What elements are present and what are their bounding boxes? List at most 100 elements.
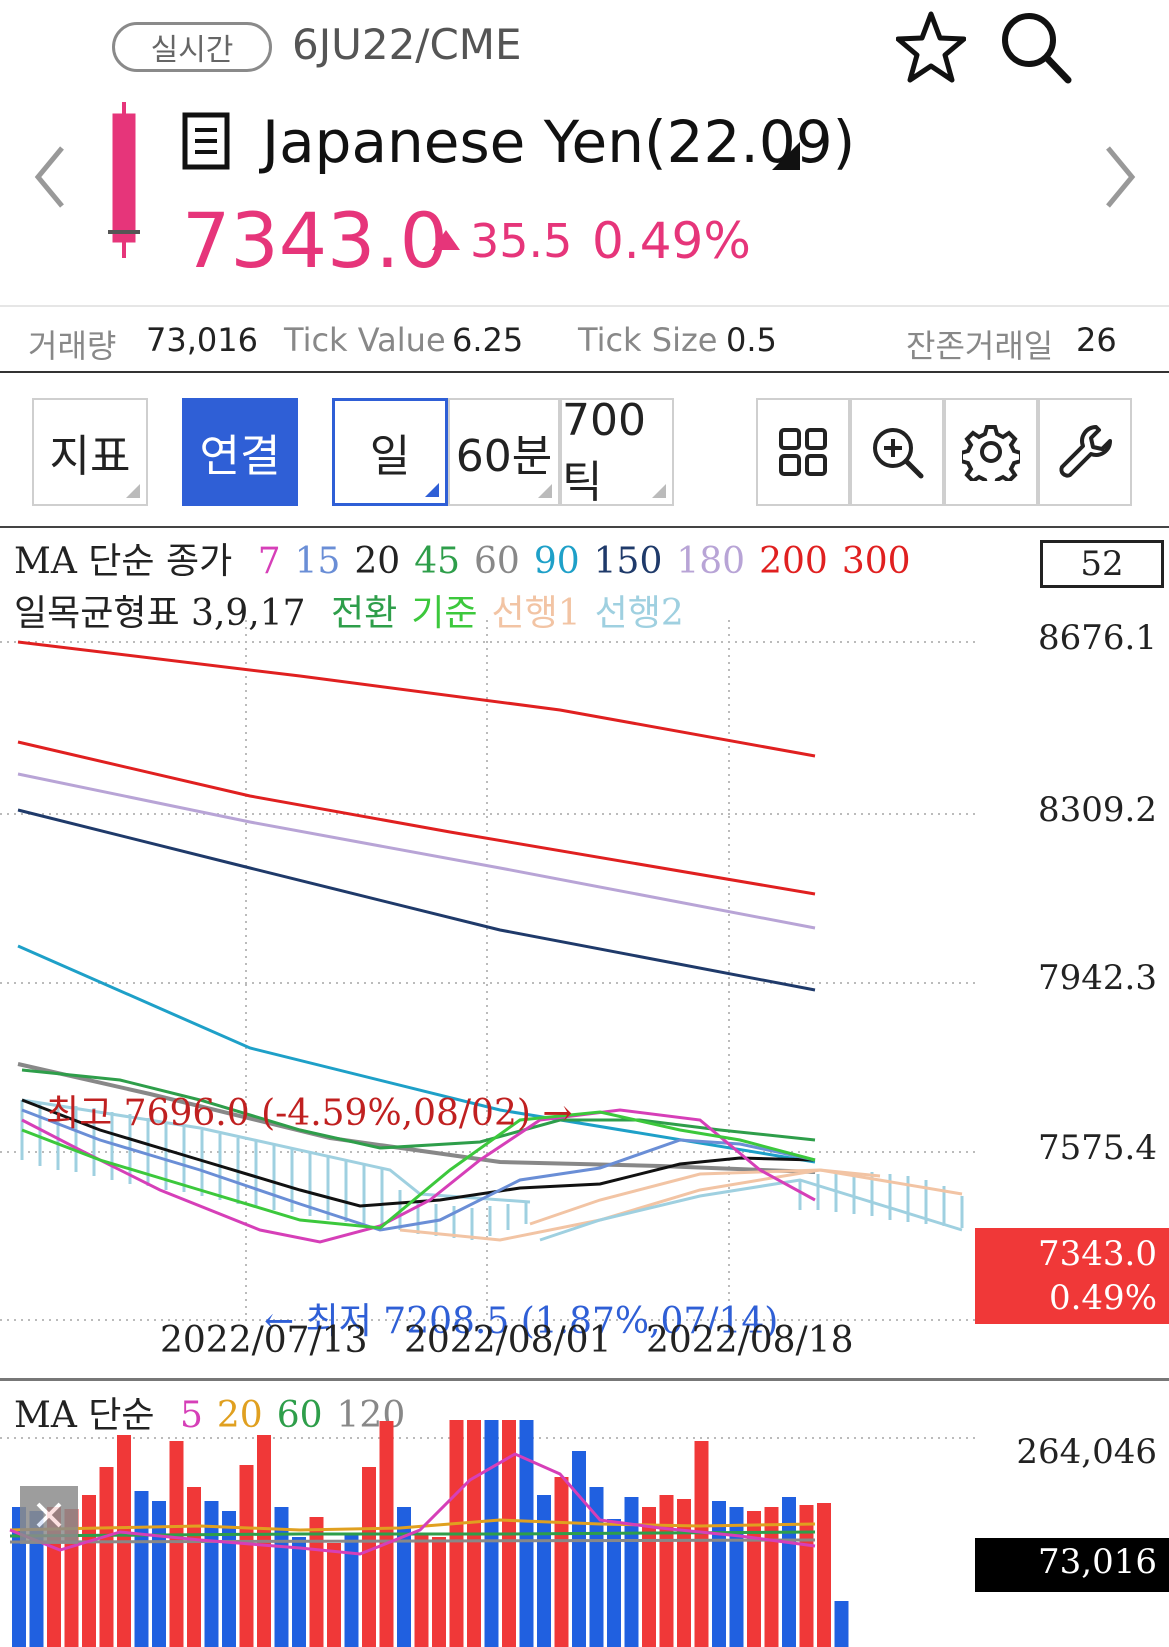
volume-bar: [222, 1511, 236, 1647]
ma-period-5: 90: [533, 541, 580, 582]
volume-bar: [414, 1533, 429, 1647]
volume-bar: [344, 1535, 359, 1647]
ichimoku-item-1: 기준: [411, 593, 478, 634]
title-dropdown-icon[interactable]: [770, 140, 802, 172]
ichimoku-item-2: 선행1: [491, 593, 581, 634]
volume-bar: [642, 1507, 656, 1647]
volume-bar: [712, 1501, 726, 1647]
volume-bar: [537, 1495, 551, 1647]
volume-bar: [29, 1511, 44, 1647]
volume-bar: [572, 1451, 586, 1647]
price-chart[interactable]: [0, 600, 1169, 1340]
ichimoku-item-3: 선행2: [594, 593, 684, 634]
close-overlay-button[interactable]: [20, 1486, 78, 1544]
zoom-in-icon: [873, 428, 924, 479]
search-icon[interactable]: [996, 6, 1076, 86]
period-700tick-label: 700틱: [562, 394, 646, 508]
tick-size-label: Tick Size: [578, 321, 718, 359]
wrench-icon: [1059, 425, 1112, 478]
volume-bar: [659, 1495, 674, 1647]
volume-bar: [169, 1441, 184, 1647]
prev-instrument-chevron-icon[interactable]: [30, 142, 70, 212]
volume-bar: [99, 1467, 114, 1647]
current-price-marker-value: 7343.0: [1038, 1234, 1157, 1274]
current-price-marker-pct: 0.49%: [1048, 1278, 1157, 1318]
x-label-1: 2022/07/13: [160, 1320, 368, 1361]
instrument-title[interactable]: Japanese Yen(22.09): [262, 108, 856, 176]
period-60min-label: 60분: [455, 431, 553, 482]
period-700tick-button[interactable]: 700틱: [560, 395, 674, 508]
period-day-button[interactable]: 일: [332, 398, 448, 506]
volume-bar: [764, 1507, 779, 1647]
ma-period-3: 45: [414, 541, 461, 582]
volume-ma-period-3: 120: [336, 1395, 406, 1436]
volume-bar: [729, 1507, 744, 1647]
price-change: 35.5: [470, 214, 573, 268]
volume-label: 거래량: [28, 327, 117, 365]
x-label-3: 2022/08/18: [646, 1320, 854, 1361]
volume-ma-legend: MA 단순 5 20 60 120: [14, 1386, 405, 1438]
volume-bar: [204, 1501, 219, 1647]
period-day-label: 일: [369, 431, 411, 482]
tools-button[interactable]: [1038, 398, 1132, 506]
volume-ma-period-2: 60: [276, 1395, 323, 1436]
volume-bar: [309, 1517, 324, 1647]
volume-bar: [782, 1497, 796, 1647]
current-volume-marker: 73,016: [975, 1538, 1169, 1592]
ma-period-1: 15: [294, 541, 341, 582]
days-left-value: 26: [1076, 321, 1117, 359]
tick-value-label: Tick Value: [284, 321, 446, 359]
grid-icon: [779, 428, 827, 476]
indicator-button-label: 지표: [49, 431, 131, 482]
zoom-in-button[interactable]: [850, 398, 944, 506]
volume-bar: [694, 1441, 709, 1647]
volume-bar: [554, 1477, 569, 1647]
volume-bar: [432, 1537, 446, 1647]
volume-bar: [82, 1495, 96, 1647]
volume-bar: [747, 1511, 761, 1647]
document-icon[interactable]: [182, 112, 230, 170]
volume-ma-period-1: 20: [216, 1395, 263, 1436]
tick-size: 0.5: [726, 321, 777, 359]
current-price: 7343.0: [182, 196, 448, 285]
volume-bar: [677, 1499, 691, 1647]
ma-legend-periods: 7 15 20 45 60 90 150 180 200 300: [244, 541, 911, 582]
volume-ma-prefix: MA 단순: [14, 1395, 155, 1436]
next-instrument-chevron-icon[interactable]: [1100, 142, 1140, 212]
indicator-button[interactable]: 지표: [32, 398, 148, 506]
high-annotation: 최고 7696.0 (-4.59%,08/02) →: [46, 1093, 573, 1134]
ma-period-7: 180: [676, 541, 746, 582]
volume-value: 73,016: [146, 321, 258, 359]
chart-top-divider: [0, 526, 1169, 528]
volume-bar: [589, 1487, 604, 1647]
ma-period-2: 20: [354, 541, 401, 582]
days-left-label: 잔존거래일: [906, 327, 1054, 365]
layout-grid-button[interactable]: [756, 398, 850, 506]
volume-bar: [834, 1601, 849, 1647]
volume-y-label: 264,046: [1016, 1432, 1157, 1472]
volume-chart[interactable]: [0, 1420, 980, 1647]
ma-period-9: 300: [841, 541, 911, 582]
close-icon: [36, 1502, 62, 1528]
volume-ma-periods: 5 20 60 120: [166, 1395, 405, 1436]
volume-ma-period-0: 5: [180, 1395, 203, 1436]
ma-period-8: 200: [759, 541, 828, 582]
ma-legend-prefix: MA 단순 종가: [14, 541, 233, 582]
link-button[interactable]: 연결: [182, 398, 298, 506]
gear-icon: [962, 425, 1020, 481]
candle-count-box[interactable]: 52: [1040, 540, 1164, 588]
period-60min-button[interactable]: 60분: [448, 398, 560, 506]
ma-period-4: 60: [474, 541, 520, 582]
favorite-star-icon[interactable]: [895, 8, 967, 84]
volume-bar: [607, 1519, 621, 1647]
volume-bar: [624, 1497, 639, 1647]
settings-button[interactable]: [944, 398, 1038, 506]
ichimoku-legend-prefix: 일목균형표 3,9,17: [14, 593, 306, 634]
x-label-2: 2022/08/01: [404, 1320, 612, 1361]
tick-value: 6.25: [452, 321, 524, 359]
realtime-badge[interactable]: 실시간: [112, 22, 272, 72]
ma-legend: MA 단순 종가 7 15 20 45 60 90 150 180 200 300: [14, 532, 911, 584]
y-label-4: 7575.4: [1038, 1128, 1157, 1168]
volume-bar: [327, 1543, 341, 1647]
info-bar: 거래량 73,016 Tick Value 6.25 Tick Size 0.5…: [0, 305, 1169, 373]
